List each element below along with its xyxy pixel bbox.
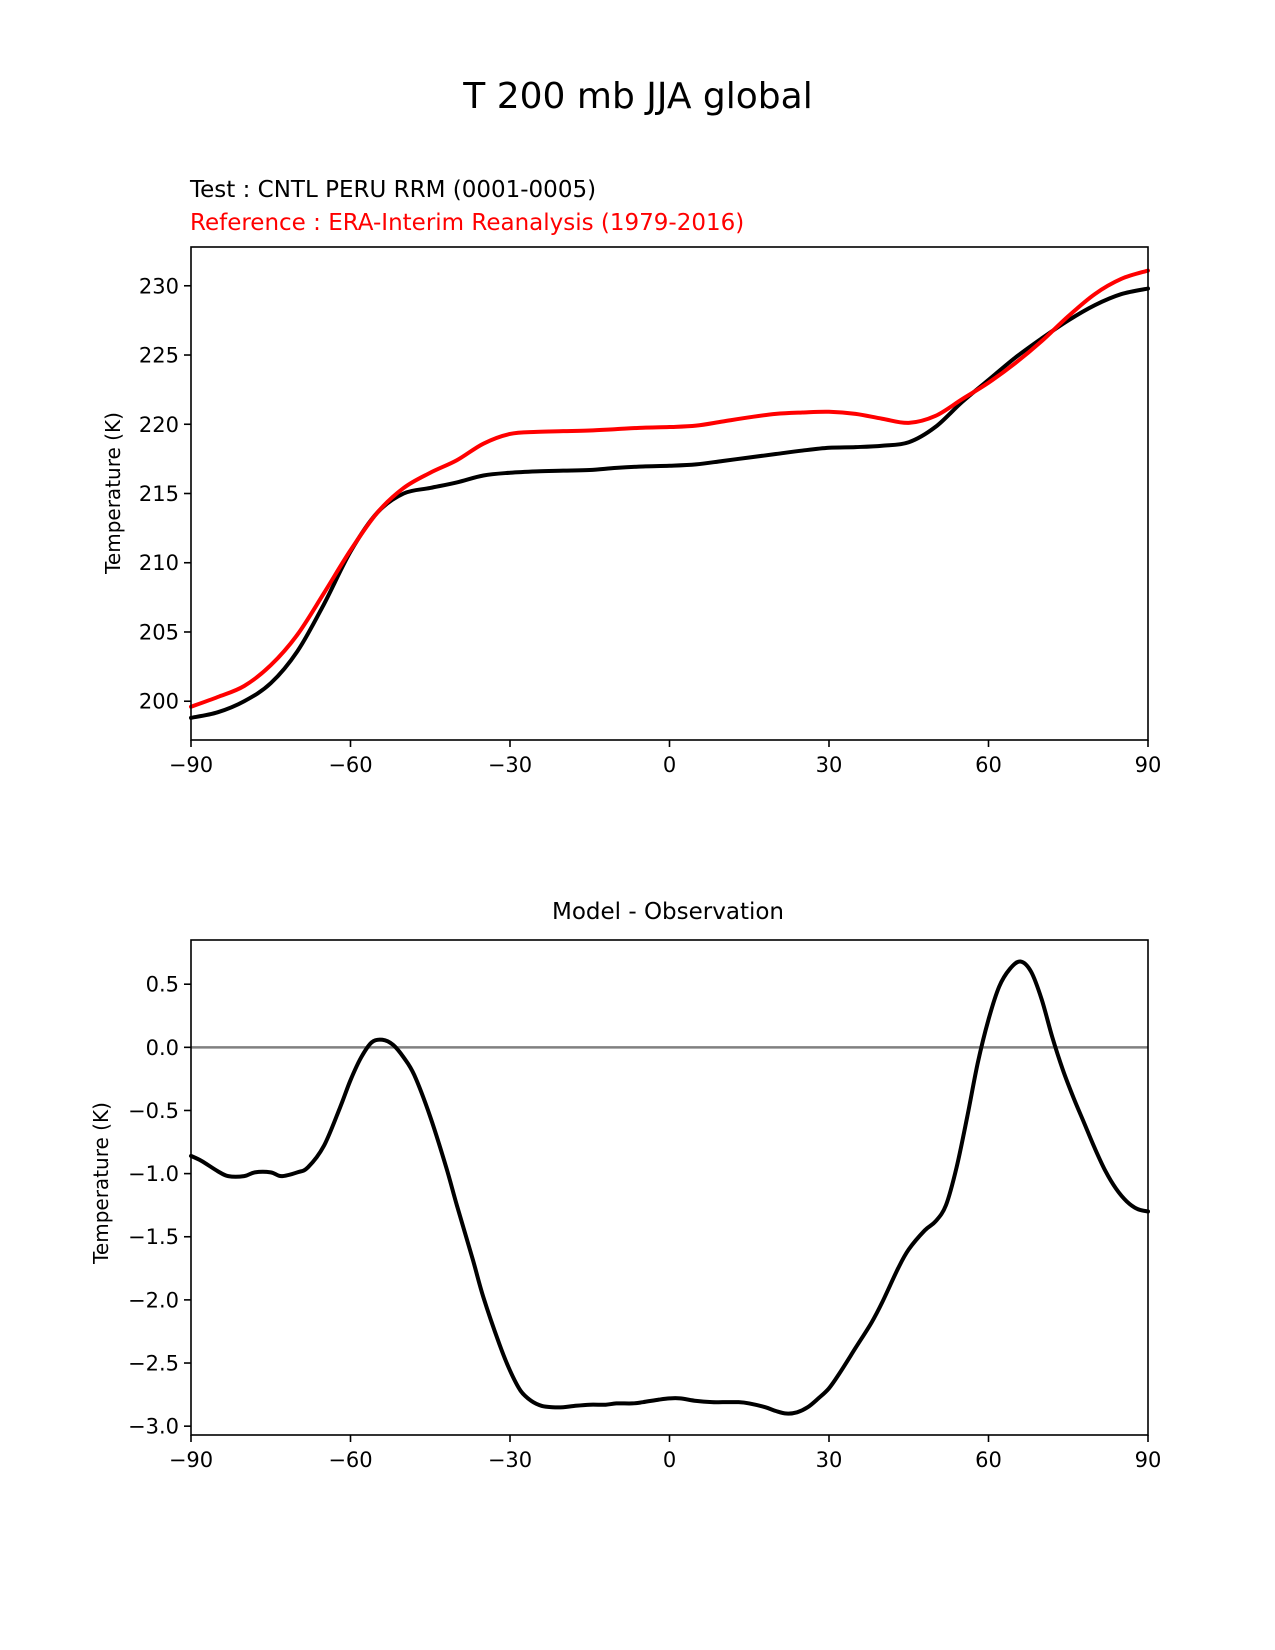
x-tick-label: 90 xyxy=(1135,1448,1162,1472)
y-tick-label: 225 xyxy=(139,344,179,368)
y-tick-label: −2.0 xyxy=(128,1288,179,1312)
x-tick-label: −90 xyxy=(169,753,213,777)
x-tick-label: −60 xyxy=(328,1448,372,1472)
y-tick-label: −3.0 xyxy=(128,1415,179,1439)
x-tick-label: −30 xyxy=(488,1448,532,1472)
x-tick-label: 30 xyxy=(816,1448,843,1472)
top-plot-area: −90 −60 −30 0 30 60 90 200 205 210 215 220 225 230 xyxy=(139,246,1162,777)
y-tick-label: 0.0 xyxy=(146,1036,179,1060)
y-tick-label: 210 xyxy=(139,551,179,575)
x-tick-label: −90 xyxy=(169,1448,213,1472)
x-tick-label: 90 xyxy=(1135,753,1162,777)
bottom-plot-area: −90 −60 −30 0 30 60 90 0.5 0.0 −0.5 −1.0 −1.5 −2.0 −2… xyxy=(128,939,1162,1472)
x-tick-label: −30 xyxy=(488,753,532,777)
bottom-panel: Model - Observation Temperature (K) −90−… xyxy=(89,899,1161,1472)
y-tick-label: 200 xyxy=(139,690,179,714)
x-tick-label: 60 xyxy=(975,753,1002,777)
series-line-model-observation xyxy=(189,959,1150,1416)
x-tick-label: 30 xyxy=(816,753,843,777)
series-line-reference xyxy=(189,268,1150,709)
y-tick-label: 0.5 xyxy=(146,973,179,997)
y-tick-label: −1.5 xyxy=(128,1225,179,1249)
y-tick-label: 220 xyxy=(139,413,179,437)
test-label: Test : CNTL PERU RRM (0001-0005) xyxy=(189,177,596,203)
x-tick-label: 0 xyxy=(663,1448,676,1472)
y-tick-label: 205 xyxy=(139,620,179,644)
y-tick-label: 215 xyxy=(139,482,179,506)
x-tick-label: 60 xyxy=(975,1448,1002,1472)
top-panel: Test : CNTL PERU RRM (0001-0005) Referen… xyxy=(101,177,1161,777)
y-tick-label: 230 xyxy=(139,274,179,298)
figure-title: T 200 mb JJA global xyxy=(462,76,812,117)
y-tick-label: −2.5 xyxy=(128,1352,179,1376)
top-y-axis-label: Temperature (K) xyxy=(101,412,125,575)
reference-label: Reference : ERA-Interim Reanalysis (1979… xyxy=(190,210,744,236)
y-tick-label: −0.5 xyxy=(128,1099,179,1123)
x-tick-label: −60 xyxy=(328,753,372,777)
y-tick-label: −1.0 xyxy=(128,1162,179,1186)
bottom-panel-title: Model - Observation xyxy=(552,899,784,925)
x-tick-label: 0 xyxy=(663,753,676,777)
bottom-y-axis-label: Temperature (K) xyxy=(89,1102,113,1265)
